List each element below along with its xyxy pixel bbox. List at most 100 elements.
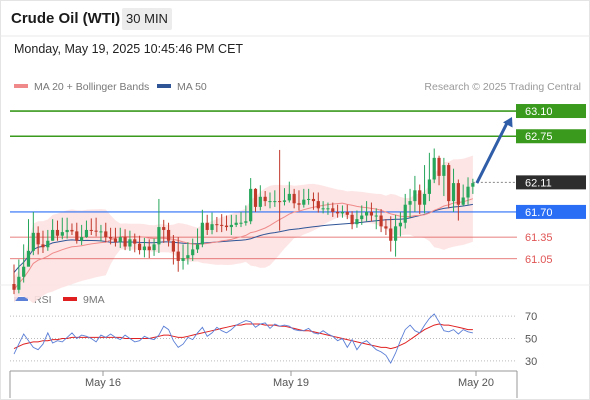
candle-body	[355, 219, 359, 225]
candle-body	[302, 199, 306, 205]
candle-body	[162, 227, 166, 230]
level-label-62.11: 62.11	[525, 177, 552, 189]
level-tag-62.11	[516, 175, 586, 190]
candle-body	[220, 224, 224, 226]
candle-body	[166, 229, 171, 241]
candle-body	[292, 193, 296, 204]
candle-body	[287, 193, 291, 201]
candle-body	[113, 238, 118, 243]
candle-body	[374, 215, 378, 217]
candle-body	[229, 224, 233, 228]
x-tick-label: May 19	[273, 377, 309, 389]
legend-ma20-label: MA 20 + Bollinger Bands	[34, 81, 150, 93]
candle-body	[133, 239, 137, 244]
research-credit: Research © 2025 Trading Central	[424, 81, 581, 93]
rsi-tick-30: 30	[525, 356, 537, 368]
rsi-tick-70: 70	[525, 311, 537, 323]
legend-ma9-label: 9MA	[83, 294, 105, 306]
candle-body	[123, 237, 127, 247]
candle-body	[75, 231, 79, 241]
ma50-line	[13, 203, 473, 273]
candle-body	[307, 198, 311, 200]
candle-body	[350, 214, 354, 225]
candle-body	[393, 226, 398, 241]
candle-body	[340, 211, 345, 214]
candle-body	[249, 188, 253, 222]
candle-body	[389, 228, 393, 241]
candle-body	[442, 165, 446, 176]
candle-body	[239, 222, 243, 224]
candle-body	[224, 225, 229, 228]
candle-body	[41, 244, 45, 248]
candle-body	[398, 222, 402, 227]
candle-body	[84, 229, 89, 238]
candle-body	[408, 201, 412, 205]
candle-body	[427, 179, 431, 194]
candle-body	[437, 157, 441, 176]
candle-body	[253, 188, 258, 207]
candle-body	[60, 232, 64, 236]
candle-body	[104, 231, 108, 238]
rsi-swatch	[14, 297, 28, 302]
candle-body	[128, 239, 132, 247]
candle-body	[268, 201, 272, 203]
candle-body	[447, 165, 451, 202]
rsi-line	[13, 313, 473, 365]
candle-body	[46, 240, 50, 248]
candle-body	[297, 203, 301, 205]
candle-body	[418, 190, 422, 205]
level-tag-63.10	[516, 104, 586, 119]
legend-ma50: MA 50	[157, 81, 207, 93]
level-label-62.75: 62.75	[525, 131, 553, 143]
timeframe-button[interactable]: 30 MIN	[122, 8, 172, 30]
level-label-61.05: 61.05	[525, 254, 553, 266]
candle-body	[205, 222, 209, 230]
candle-body	[326, 208, 330, 210]
ma9-swatch	[63, 297, 77, 302]
ma20-line	[13, 198, 474, 291]
candle-body	[273, 201, 277, 203]
rsi-ma9-line	[13, 323, 473, 350]
candle-body	[65, 229, 69, 233]
candle-body	[17, 276, 21, 290]
candle-body	[215, 224, 219, 226]
instrument-title: Crude Oil (WTI)	[11, 10, 121, 27]
candle-body	[403, 204, 407, 223]
legend-ma50-label: MA 50	[177, 81, 207, 93]
candle-body	[12, 284, 16, 290]
candle-body	[413, 190, 417, 202]
candle-body	[89, 229, 93, 231]
forecast-arrow-head	[503, 117, 513, 128]
candle-body	[451, 183, 456, 202]
candle-body	[384, 226, 388, 229]
candle-body	[94, 230, 98, 232]
candle-body	[55, 229, 60, 236]
level-label-61.70: 61.70	[525, 207, 553, 219]
candle-body	[234, 222, 238, 225]
candle-body	[321, 208, 325, 210]
candle-body	[432, 157, 436, 180]
candle-body	[331, 208, 335, 212]
candle-body	[258, 196, 262, 207]
candle-body	[360, 215, 364, 220]
candle-body	[466, 186, 470, 198]
candle-body	[364, 211, 369, 216]
candle-body	[157, 227, 161, 245]
candle-body	[282, 200, 287, 202]
candle-body	[152, 244, 156, 251]
candle-body	[244, 221, 248, 223]
level-label-63.10: 63.10	[525, 106, 553, 118]
candle-body	[379, 215, 383, 227]
candle-body	[118, 237, 122, 243]
candle-body	[99, 231, 103, 233]
candle-body	[51, 229, 55, 241]
candle-body	[171, 240, 175, 252]
rsi-tick-50: 50	[525, 334, 537, 346]
candle-body	[147, 246, 151, 251]
candle-body	[191, 249, 195, 256]
candle-body	[336, 211, 340, 214]
timestamp: Monday, May 19, 2025 10:45:46 PM CET	[14, 42, 244, 56]
x-tick-label: May 16	[85, 377, 121, 389]
